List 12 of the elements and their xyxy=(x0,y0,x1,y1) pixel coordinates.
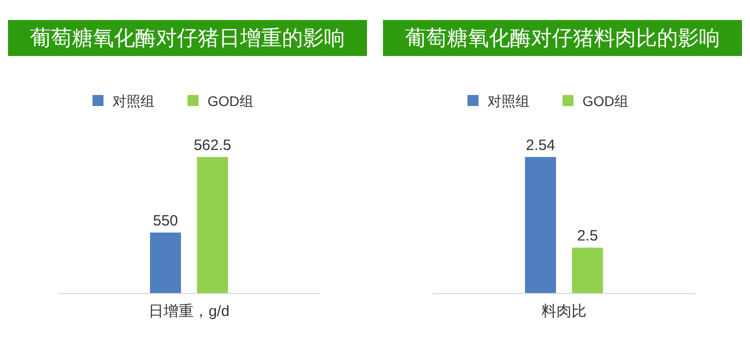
data-label: 550 xyxy=(152,212,178,230)
chart-title: 葡萄糖氧化酶对仔猪料肉比的影响 xyxy=(405,27,720,50)
data-label: 562.5 xyxy=(194,137,232,154)
data-label: 2.5 xyxy=(577,228,598,245)
data-label: 2.54 xyxy=(526,137,556,154)
x-tick-label: 料肉比 xyxy=(542,303,586,320)
legend-label: 对照组 xyxy=(112,93,154,109)
legend-label: 对照组 xyxy=(488,93,530,109)
legend-label: GOD组 xyxy=(582,93,628,109)
legend-label: GOD组 xyxy=(208,93,254,109)
chart-title: 葡萄糖氧化酶对仔猪日增重的影响 xyxy=(30,27,345,50)
x-tick-label: 日增重，g/d xyxy=(148,303,230,320)
